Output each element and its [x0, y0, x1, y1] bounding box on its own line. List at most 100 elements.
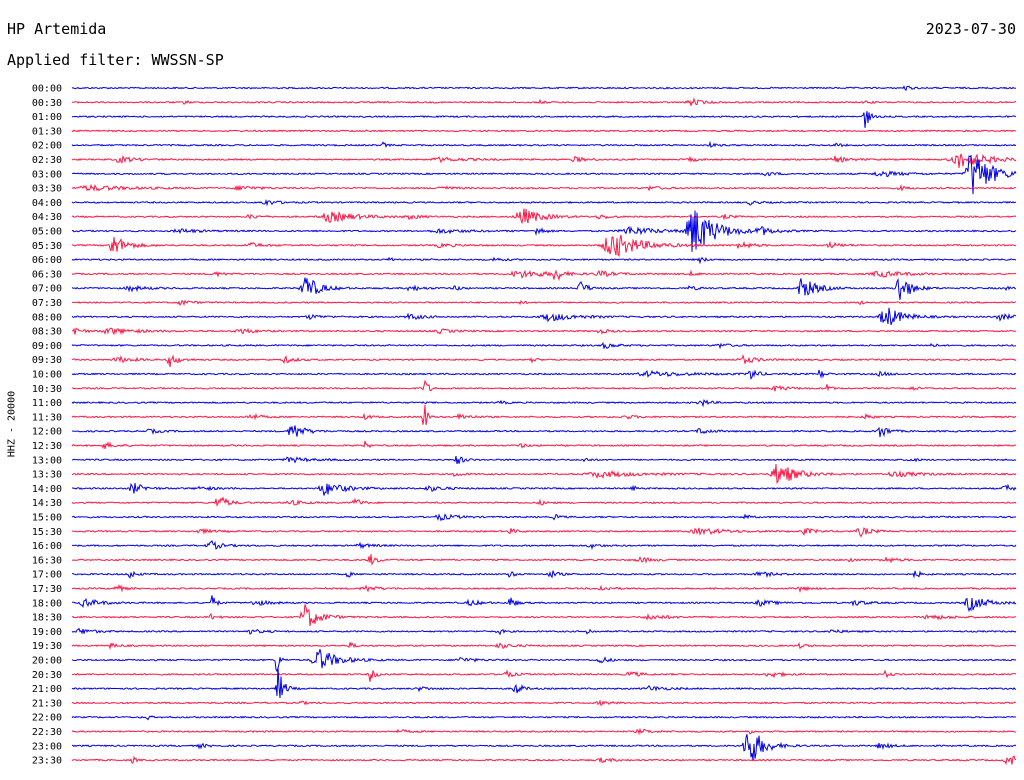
trace-line [71, 129, 1017, 133]
time-label: 02:00 [32, 141, 62, 152]
trace-line [71, 399, 1017, 408]
trace-line [71, 669, 1017, 682]
trace-line [71, 595, 1017, 613]
time-label: 22:30 [32, 727, 62, 738]
trace-line [71, 369, 1017, 380]
trace-line [71, 277, 1017, 300]
trace-line [71, 496, 1017, 507]
time-label: 11:00 [32, 398, 62, 409]
time-label: 10:30 [32, 384, 62, 395]
trace-line [71, 666, 1017, 699]
trace-line [71, 210, 1017, 252]
trace-line [71, 604, 1017, 627]
time-label: 04:00 [32, 198, 62, 209]
time-label: 09:30 [32, 355, 62, 366]
trace-line [71, 341, 1017, 350]
time-label: 06:30 [32, 269, 62, 280]
time-label: 21:30 [32, 698, 62, 709]
time-label: 17:30 [32, 584, 62, 595]
trace-line [71, 641, 1017, 651]
trace-line [71, 482, 1017, 496]
time-label: 16:30 [32, 555, 62, 566]
trace-line [71, 649, 1017, 673]
trace-line [71, 299, 1017, 307]
trace-line [71, 154, 1017, 195]
time-label: 20:00 [32, 656, 62, 667]
trace-line [71, 234, 1017, 258]
trace-line [71, 256, 1017, 265]
trace-line [71, 404, 1017, 426]
date-label: 2023-07-30 [925, 20, 1016, 38]
trace-line [71, 153, 1017, 168]
time-label: 09:00 [32, 341, 62, 352]
time-label: 16:00 [32, 541, 62, 552]
time-label: 04:30 [32, 212, 62, 223]
time-label: 08:30 [32, 327, 62, 338]
time-label: 11:30 [32, 412, 62, 423]
trace-line [71, 353, 1017, 368]
trace-line [71, 307, 1017, 325]
time-label: 02:30 [32, 155, 62, 166]
time-label: 03:00 [32, 169, 62, 180]
trace-line [71, 755, 1017, 766]
trace-line [71, 699, 1016, 707]
time-label: 23:30 [32, 756, 62, 767]
time-label: 19:30 [32, 641, 62, 652]
trace-line [72, 327, 1017, 336]
time-label: 14:30 [32, 498, 62, 509]
trace-line [71, 440, 1017, 450]
trace-line [71, 85, 1017, 92]
trace-line [71, 456, 1017, 464]
trace-line [72, 540, 1017, 550]
time-label: 13:00 [32, 455, 62, 466]
time-label: 14:00 [32, 484, 62, 495]
time-label: 12:30 [32, 441, 62, 452]
station-title: HP Artemida [7, 20, 107, 38]
time-label: 15:30 [32, 527, 62, 538]
time-label: 08:00 [32, 312, 62, 323]
filter-label: Applied filter: WWSSN-SP [7, 51, 224, 69]
time-label: 10:00 [32, 370, 62, 381]
trace-line [71, 97, 1017, 106]
trace-line [71, 513, 1017, 522]
time-label: 07:00 [32, 284, 62, 295]
trace-line [71, 627, 1017, 636]
time-label: 21:00 [32, 684, 62, 695]
time-label: 01:30 [32, 126, 62, 137]
time-label: 01:00 [32, 112, 62, 123]
time-label: 06:00 [32, 255, 62, 266]
time-label: 22:00 [32, 713, 62, 724]
time-label: 17:00 [32, 570, 62, 581]
trace-line [71, 527, 1017, 538]
time-label: 05:30 [32, 241, 62, 252]
trace-line [71, 208, 1017, 225]
trace-line [71, 584, 1017, 594]
trace-line [71, 140, 1017, 149]
trace-line [71, 198, 1017, 207]
time-label: 18:30 [32, 613, 62, 624]
time-label: 20:30 [32, 670, 62, 681]
trace-line [72, 379, 1017, 392]
time-label: 07:30 [32, 298, 62, 309]
time-label: 18:00 [32, 598, 62, 609]
trace-line [71, 727, 1017, 736]
trace-line [71, 715, 1017, 721]
time-label: 03:30 [32, 184, 62, 195]
time-label: 19:00 [32, 627, 62, 638]
trace-line [71, 111, 1017, 128]
trace-line [71, 734, 1017, 761]
time-label: 00:30 [32, 98, 62, 109]
time-label: 05:00 [32, 227, 62, 238]
trace-line [71, 183, 1017, 192]
time-label: 12:00 [32, 427, 62, 438]
trace-line [71, 425, 1017, 438]
trace-line [71, 269, 1017, 282]
trace-line [71, 570, 1017, 579]
time-label: 15:00 [32, 513, 62, 524]
time-label: 13:30 [32, 470, 62, 481]
trace-line [71, 554, 1017, 566]
time-label: 00:00 [32, 84, 62, 95]
trace-line [71, 463, 1017, 484]
time-label: 23:00 [32, 741, 62, 752]
